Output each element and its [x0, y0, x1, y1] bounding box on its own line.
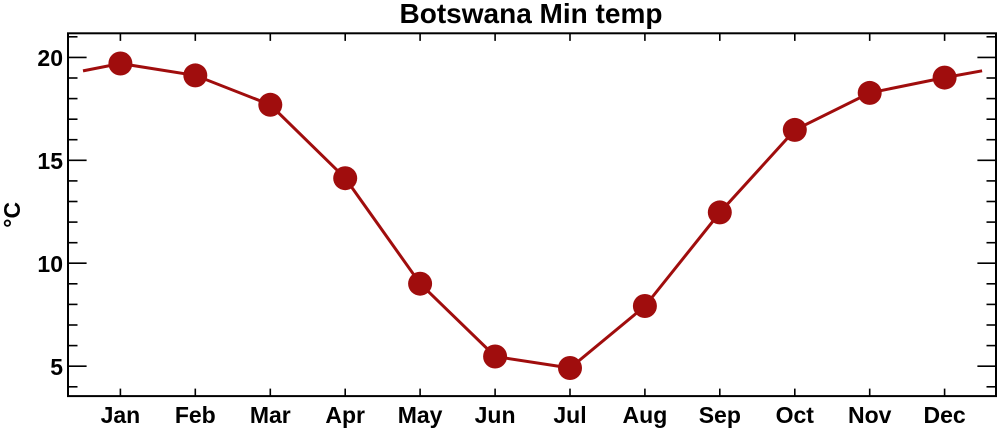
svg-text:May: May	[398, 402, 443, 428]
svg-text:20: 20	[37, 45, 63, 71]
svg-text:5: 5	[50, 354, 63, 380]
svg-text:Apr: Apr	[325, 402, 365, 428]
svg-text:Nov: Nov	[848, 402, 892, 428]
svg-text:Jul: Jul	[553, 402, 586, 428]
svg-text:Aug: Aug	[623, 402, 668, 428]
svg-text:Sep: Sep	[699, 402, 741, 428]
svg-text:Mar: Mar	[250, 402, 291, 428]
svg-text:Jun: Jun	[475, 402, 516, 428]
svg-text:10: 10	[37, 251, 63, 277]
svg-text:Oct: Oct	[776, 402, 815, 428]
svg-text:°C: °C	[0, 202, 25, 228]
svg-text:Feb: Feb	[175, 402, 216, 428]
svg-text:Botswana Min temp: Botswana Min temp	[400, 0, 663, 29]
svg-text:Jan: Jan	[101, 402, 141, 428]
svg-text:15: 15	[37, 148, 63, 174]
svg-text:Dec: Dec	[923, 402, 965, 428]
